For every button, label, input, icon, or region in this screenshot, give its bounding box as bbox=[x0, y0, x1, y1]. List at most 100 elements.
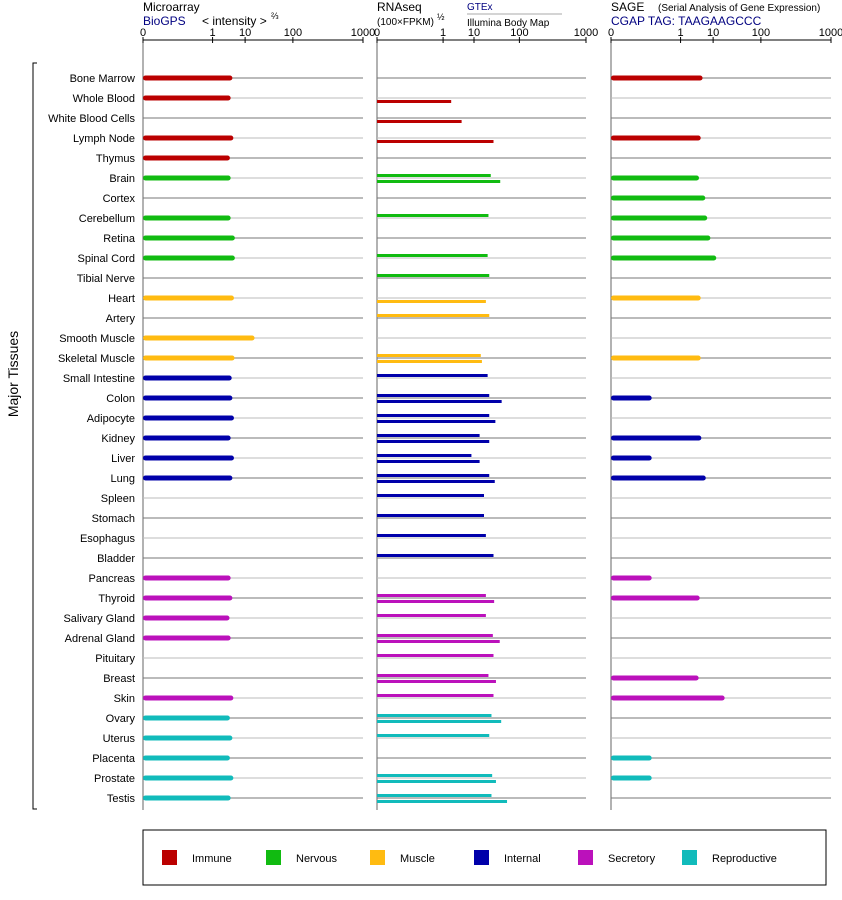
gtex-link[interactable]: GTEx bbox=[467, 2, 493, 13]
illumina-bar bbox=[377, 420, 496, 423]
cgap-tag-link[interactable]: CGAP TAG: TAAGAAGCCC bbox=[611, 14, 762, 28]
microarray-bar bbox=[143, 695, 234, 701]
sage-bar bbox=[611, 775, 652, 781]
sage-bar bbox=[611, 475, 706, 481]
microarray-bar bbox=[143, 295, 234, 301]
microarray-bar bbox=[143, 255, 235, 261]
illumina-bar bbox=[377, 720, 502, 723]
legend-label-immune: Immune bbox=[192, 853, 232, 865]
microarray-bar bbox=[143, 75, 233, 81]
sage-bar bbox=[611, 75, 703, 81]
microarray-bar bbox=[143, 615, 230, 621]
sage-tick-label-1: 1 bbox=[678, 27, 684, 39]
tissue-label: Uterus bbox=[103, 733, 136, 745]
sage-bar bbox=[611, 395, 652, 401]
gtex-bar bbox=[377, 314, 490, 317]
illumina-bar bbox=[377, 400, 502, 403]
tissue-label: Ovary bbox=[106, 713, 136, 725]
tissue-label: Smooth Muscle bbox=[59, 333, 135, 345]
tissue-label: Colon bbox=[106, 393, 135, 405]
gtex-bar bbox=[377, 654, 494, 657]
microarray-bar bbox=[143, 735, 233, 741]
illumina-bar bbox=[377, 460, 480, 463]
microarray-bar bbox=[143, 395, 233, 401]
microarray-bar bbox=[143, 575, 231, 581]
biogps-link[interactable]: BioGPS bbox=[143, 14, 186, 28]
microarray-bar bbox=[143, 755, 230, 761]
sage-tick-label-0: 0 bbox=[608, 27, 614, 39]
gtex-bar bbox=[377, 554, 494, 557]
illumina-bar bbox=[377, 180, 501, 183]
microarray-tick-label-1000: 1000 bbox=[351, 27, 375, 39]
sage-bar bbox=[611, 175, 700, 181]
gtex-bar bbox=[377, 454, 472, 457]
illumina-bar bbox=[377, 780, 496, 783]
illumina-bar bbox=[377, 800, 508, 803]
tissue-label: Spleen bbox=[101, 493, 135, 505]
tissue-label: Bladder bbox=[97, 553, 135, 565]
illumina-bar bbox=[377, 480, 495, 483]
rnaseq-title: RNAseq bbox=[377, 0, 422, 14]
sage-description: (Serial Analysis of Gene Expression) bbox=[658, 3, 820, 14]
gtex-bar bbox=[377, 434, 480, 437]
sage-title: SAGE bbox=[611, 0, 644, 14]
sage-bar bbox=[611, 755, 652, 761]
sage-tick-label-100: 100 bbox=[752, 27, 770, 39]
tissue-label: Liver bbox=[111, 453, 135, 465]
microarray-tick-label-10: 10 bbox=[239, 27, 251, 39]
rnaseq-tick-label-1: 1 bbox=[440, 27, 446, 39]
tissue-label: White Blood Cells bbox=[48, 113, 135, 125]
gtex-bar bbox=[377, 514, 484, 517]
gtex-bar bbox=[377, 254, 488, 257]
gtex-bar bbox=[377, 734, 490, 737]
microarray-bar bbox=[143, 175, 231, 181]
tissue-label: Placenta bbox=[92, 753, 136, 765]
microarray-bar bbox=[143, 415, 234, 421]
gtex-bar bbox=[377, 714, 492, 717]
sage-bar bbox=[611, 255, 717, 261]
sage-bar bbox=[611, 695, 725, 701]
rnaseq-unit: (100×FPKM) bbox=[377, 17, 434, 28]
gtex-bar bbox=[377, 394, 490, 397]
illumina-bar bbox=[377, 640, 500, 643]
gtex-bar bbox=[377, 794, 492, 797]
microarray-bar bbox=[143, 215, 231, 221]
gtex-bar bbox=[377, 674, 489, 677]
microarray-bar bbox=[143, 715, 230, 721]
tissue-label: Salivary Gland bbox=[63, 613, 135, 625]
tissue-label: Whole Blood bbox=[73, 93, 135, 105]
microarray-bar bbox=[143, 635, 231, 641]
tissue-label: Heart bbox=[108, 293, 135, 305]
tissue-label: Artery bbox=[106, 313, 136, 325]
major-tissues-label: Major Tissues bbox=[5, 331, 21, 417]
microarray-bar bbox=[143, 795, 231, 801]
microarray-unit: < intensity > bbox=[202, 14, 267, 28]
microarray-bar bbox=[143, 335, 255, 341]
microarray-bar bbox=[143, 375, 232, 381]
microarray-bar bbox=[143, 775, 234, 781]
tissue-label: Adrenal Gland bbox=[65, 633, 135, 645]
illumina-bar bbox=[377, 100, 452, 103]
microarray-bar bbox=[143, 455, 234, 461]
sage-bar bbox=[611, 455, 652, 461]
gtex-bar bbox=[377, 614, 486, 617]
gtex-bar bbox=[377, 174, 491, 177]
gtex-bar bbox=[377, 414, 490, 417]
tissue-label: Cerebellum bbox=[79, 213, 135, 225]
illumina-bar bbox=[377, 600, 495, 603]
tissue-label: Thymus bbox=[96, 153, 136, 165]
microarray-bar bbox=[143, 595, 233, 601]
tissue-label: Esophagus bbox=[80, 533, 136, 545]
microarray-exponent: ⅔ bbox=[271, 11, 279, 21]
sage-bar bbox=[611, 215, 708, 221]
sage-bar bbox=[611, 435, 702, 441]
tissue-label: Thyroid bbox=[98, 593, 135, 605]
gtex-bar bbox=[377, 374, 488, 377]
gtex-bar bbox=[377, 694, 494, 697]
sage-tick-label-1000: 1000 bbox=[819, 27, 842, 39]
rnaseq-tick-label-0: 0 bbox=[374, 27, 380, 39]
rnaseq-tick-label-10: 10 bbox=[468, 27, 480, 39]
tissue-label: Retina bbox=[103, 233, 136, 245]
rnaseq-tick-label-100: 100 bbox=[510, 27, 528, 39]
sage-bar bbox=[611, 675, 699, 681]
